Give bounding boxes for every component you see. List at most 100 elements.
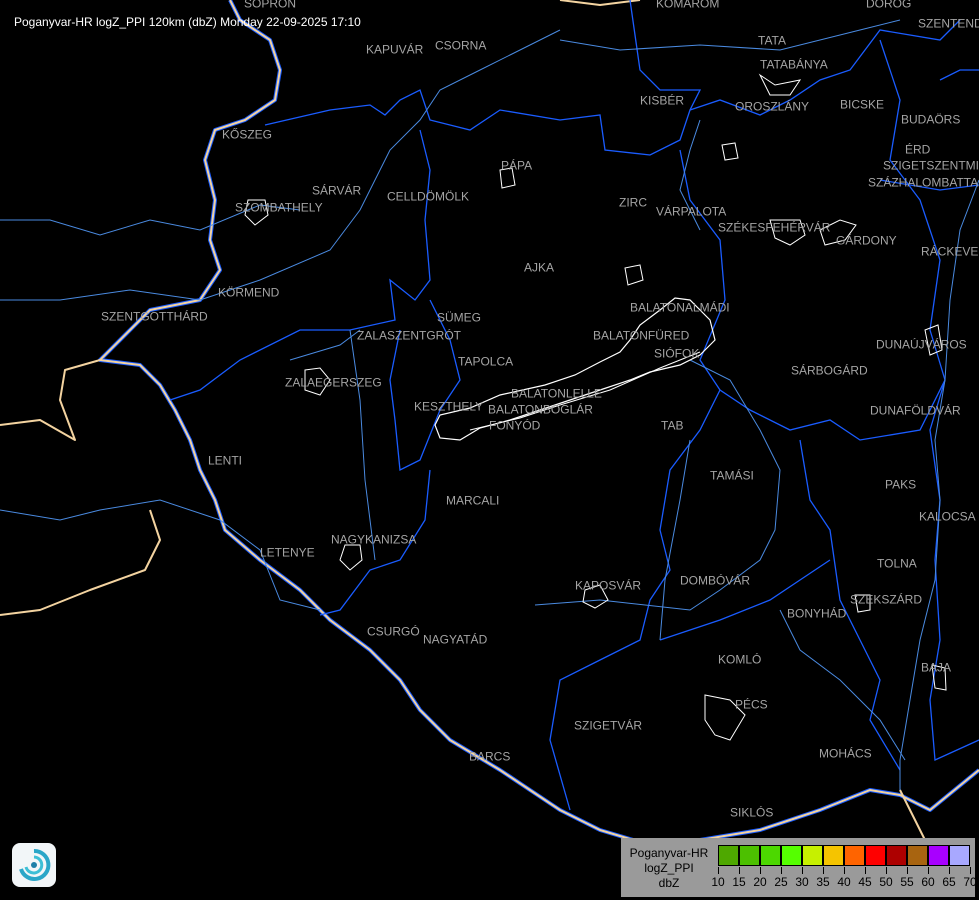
city-label: VÁRPALOTA [656, 204, 727, 219]
river [0, 499, 321, 611]
county-border [169, 129, 431, 401]
legend-tick-label: 35 [816, 875, 830, 889]
legend-labels: Poganyvar-HR logZ_PPI dbZ [621, 846, 717, 891]
river [679, 119, 701, 231]
city-label: NAGYATÁD [423, 632, 488, 647]
legend-swatch [886, 845, 907, 866]
city-label: SZENTENDRE [918, 16, 979, 31]
city-label: DUNAÚJVÁROS [876, 337, 967, 352]
county-border [689, 19, 961, 116]
city-label: KALOCSA [919, 509, 976, 524]
legend-tick [865, 867, 866, 874]
legend-tick-label: 20 [753, 875, 767, 889]
city-label: MARCALI [446, 493, 500, 508]
legend-tick-label: 50 [879, 875, 893, 889]
city-outline [931, 664, 947, 691]
county-border [319, 469, 431, 616]
city-outline [819, 219, 857, 246]
city-label: KÖRMEND [218, 285, 280, 300]
city-label: BALATONLELLE [511, 386, 602, 401]
river [289, 329, 376, 561]
slovenia-croatia-border [0, 359, 161, 616]
legend-tick [844, 867, 845, 874]
city-label: MOHÁCS [819, 746, 872, 761]
city-label: SÁRVÁR [312, 183, 362, 198]
city-label: PAKS [885, 477, 917, 492]
legend-tick [760, 867, 761, 874]
county-border [389, 299, 461, 472]
river [0, 204, 301, 236]
city-label: ZALAEGERSZEG [285, 375, 382, 390]
city-label: RÁCKEVE [921, 244, 979, 259]
legend-product: logZ_PPI [644, 861, 694, 875]
legend-tick [907, 867, 908, 874]
color-legend: Poganyvar-HR logZ_PPI dbZ 10 15 20 25 30 35 40… [621, 838, 977, 897]
city-label: KAPOSVÁR [575, 578, 642, 593]
city-label: AJKA [524, 260, 555, 275]
city-label: OROSZLÁNY [735, 99, 810, 114]
legend-tick-label: 65 [942, 875, 956, 889]
city-label: SZIGETSZENTMIKLÓS [883, 158, 979, 173]
county-border [659, 559, 831, 641]
city-label: SZIGETVÁR [574, 718, 643, 733]
county-border [879, 39, 979, 761]
legend-swatch [823, 845, 844, 866]
city-label: BUDAÖRS [901, 112, 961, 127]
city-outline [339, 544, 363, 571]
city-label: TOLNA [877, 556, 917, 571]
county-border [799, 439, 901, 771]
county-border [679, 149, 946, 441]
radar-swirl-logo-icon [12, 843, 56, 887]
city-outline [624, 264, 644, 286]
legend-tick-label: 55 [900, 875, 914, 889]
city-label: KOMÁROM [656, 0, 720, 11]
county-border [879, 69, 979, 191]
river [534, 359, 781, 611]
lake-balaton-shore [469, 351, 701, 431]
legend-tick [802, 867, 803, 874]
city-label: SIÓFOK [654, 346, 700, 361]
legend-swatch [718, 845, 739, 866]
city-label: CSURGÓ [367, 624, 420, 639]
river [0, 29, 561, 301]
legend-swatch [928, 845, 949, 866]
city-label: SZÉKESFEHÉRVÁR [718, 220, 831, 235]
legend-tick-label: 30 [795, 875, 809, 889]
river [779, 609, 906, 761]
city-outline [924, 324, 943, 356]
city-label: KAPUVÁR [366, 42, 424, 57]
legend-swatch [760, 845, 781, 866]
city-label: TAPOLCA [458, 354, 514, 369]
city-label: SOPRON [244, 0, 297, 11]
city-outline [704, 694, 746, 741]
legend-swatch [865, 845, 886, 866]
legend-tick-label: 60 [921, 875, 935, 889]
city-label: KISBÉR [640, 93, 685, 108]
city-outline [721, 142, 739, 161]
legend-tick-label: 40 [837, 875, 851, 889]
legend-tick-label: 10 [711, 875, 725, 889]
city-label: LETENYE [260, 545, 315, 560]
legend-tick [823, 867, 824, 874]
city-label: TAB [661, 418, 684, 433]
city-label: KŐSZEG [222, 127, 273, 142]
legend-swatch [844, 845, 865, 866]
city-label: FONYÓD [489, 418, 541, 433]
city-label: DOMBÓVÁR [680, 573, 751, 588]
city-label: SZENTGOTTHÁRD [101, 309, 208, 324]
legend-swatch [739, 845, 760, 866]
city-label: TAMÁSI [710, 468, 754, 483]
city-label: KOMLÓ [718, 652, 762, 667]
legend-tick-label: 70 [963, 875, 977, 889]
legend-swatch [802, 845, 823, 866]
city-label: CSORNA [435, 38, 487, 53]
city-label: GÁRDONY [836, 233, 897, 248]
city-label: BALATONALMÁDI [630, 300, 730, 315]
radar-title: Poganyvar-HR logZ_PPI 120km (dbZ) Monday… [14, 15, 361, 29]
legend-tick [781, 867, 782, 874]
river [559, 19, 901, 51]
city-label: DOROG [866, 0, 912, 11]
legend-tick [928, 867, 929, 874]
